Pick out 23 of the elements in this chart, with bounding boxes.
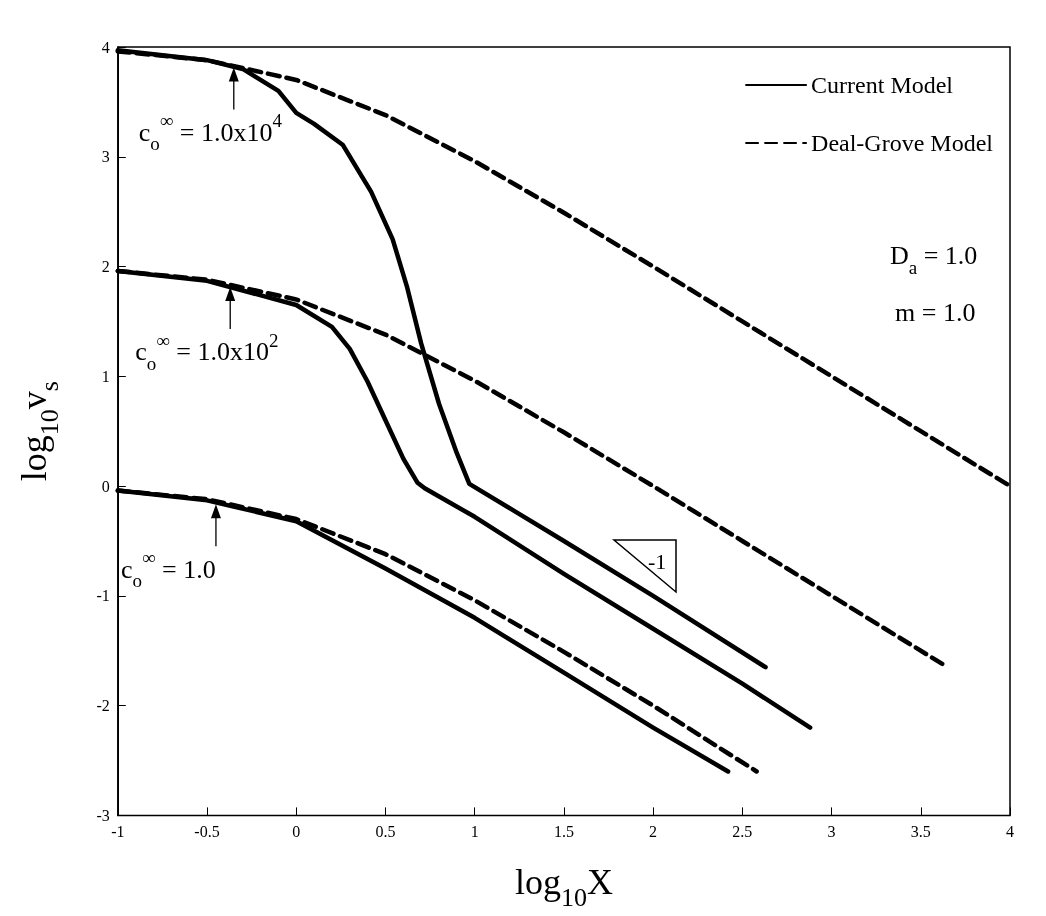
x-tick-label: 0.5: [375, 822, 396, 840]
y-tick-label: 4: [101, 38, 110, 56]
y-tick-label: -3: [96, 806, 110, 824]
x-tick-label: 1: [470, 822, 479, 840]
y-tick-label: -2: [96, 697, 110, 715]
annotation: m = 1.0: [895, 298, 976, 328]
x-tick-label: 0: [292, 822, 301, 840]
legend-label: Deal-Grove Model: [811, 130, 994, 156]
y-tick-label: 0: [101, 477, 110, 495]
x-tick-label: -0.5: [194, 822, 220, 840]
legend-label: Current Model: [811, 72, 954, 98]
x-tick-label: 3: [827, 822, 836, 840]
x-tick-label: 4: [1006, 822, 1014, 840]
x-tick-label: 2: [649, 822, 658, 840]
annotation: -1: [648, 549, 667, 575]
y-tick-label: 2: [101, 258, 110, 276]
x-tick-label: 2.5: [732, 822, 753, 840]
y-axis-title: log10vs: [14, 381, 65, 482]
y-tick-label: 3: [101, 148, 110, 166]
x-tick-label: 1.5: [553, 822, 574, 840]
y-tick-label: 1: [101, 367, 110, 385]
x-tick-label: 3.5: [910, 822, 931, 840]
y-tick-label: -1: [96, 587, 110, 605]
